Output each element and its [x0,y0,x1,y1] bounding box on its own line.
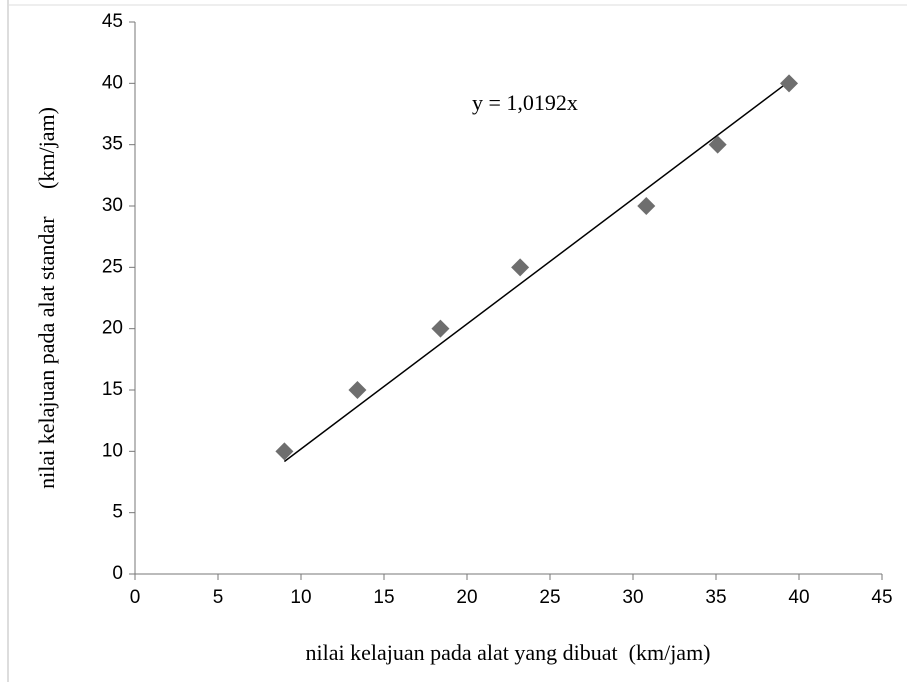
x-tick-label: 30 [622,587,643,608]
x-tick-label: 10 [290,587,311,608]
x-tick-label: 35 [705,587,726,608]
chart: nilai kelajuan pada alat yang dibuat (km… [0,0,907,682]
y-tick-label: 30 [102,195,123,216]
y-tick-label: 20 [102,318,123,339]
y-tick-label: 45 [102,11,123,32]
y-tick-label: 40 [102,72,123,93]
point [709,136,727,154]
x-axis-label: nilai kelajuan pada alat yang dibuat (km… [305,640,710,665]
y-tick-label: 25 [102,256,123,277]
y-tick-label: 15 [102,379,123,400]
trendline-label: y = 1,0192x [472,90,578,115]
y-axis-label: nilai kelajuan pada alat standar (km/jam… [34,107,59,489]
y-tick-label: 0 [112,563,123,584]
point [637,197,655,215]
x-tick-label: 45 [871,587,892,608]
x-tick-label: 20 [456,587,477,608]
x-tick-label: 0 [130,587,141,608]
y-tick-label: 35 [102,134,123,155]
x-tick-label: 15 [373,587,394,608]
x-tick-label: 25 [539,587,560,608]
x-tick-label: 40 [788,587,809,608]
point [348,381,366,399]
trendline [284,81,789,461]
point [511,258,529,276]
x-tick-label: 5 [213,587,224,608]
point [780,74,798,92]
point [431,320,449,338]
y-tick-label: 5 [112,502,123,523]
y-tick-label: 10 [102,440,123,461]
